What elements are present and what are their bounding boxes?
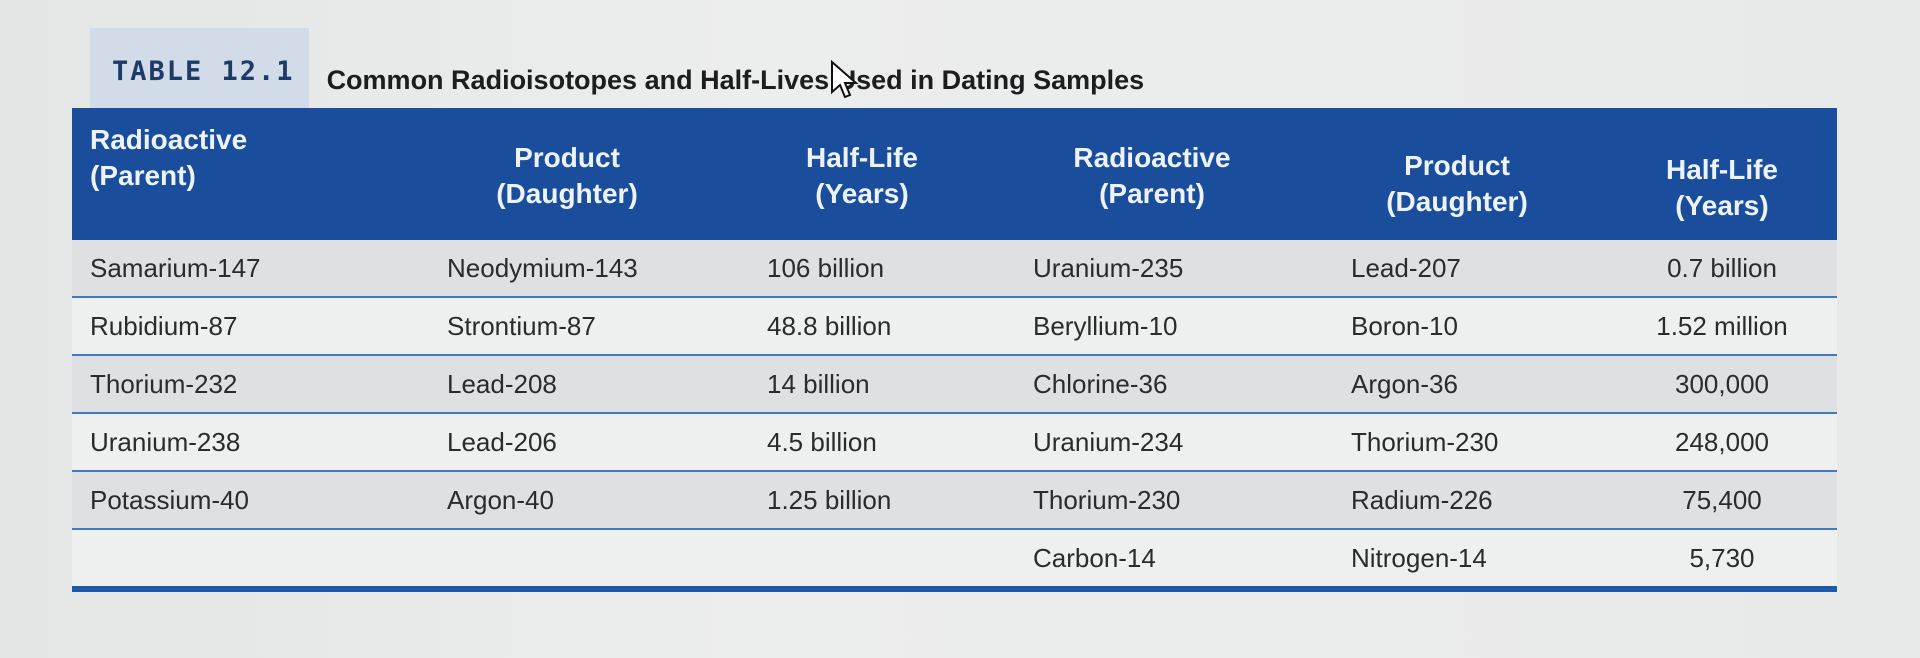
header-line: Half-Life	[1666, 154, 1778, 185]
cell-parent: Samarium-147	[72, 240, 407, 298]
cell-daughter: Nitrogen-14	[1307, 529, 1607, 592]
table-row: Thorium-232 Lead-208 14 billion Chlorine…	[72, 355, 1837, 414]
table-row: Samarium-147 Neodymium-143 106 billion U…	[72, 240, 1837, 298]
cell-daughter: Boron-10	[1307, 297, 1607, 356]
cell-parent	[72, 529, 407, 592]
header-parent-1: Radioactive (Parent)	[72, 108, 407, 240]
cell-parent: Uranium-234	[997, 413, 1307, 472]
cell-half-life: 248,000	[1607, 413, 1837, 472]
cell-daughter: Radium-226	[1307, 471, 1607, 530]
cell-parent: Uranium-235	[997, 240, 1307, 298]
cell-parent: Carbon-14	[997, 529, 1307, 592]
cell-half-life: 4.5 billion	[727, 413, 997, 472]
cell-parent: Thorium-230	[997, 471, 1307, 530]
mouse-pointer-icon	[831, 60, 859, 99]
cell-daughter: Thorium-230	[1307, 413, 1607, 472]
header-half-life-1: Half-Life (Years)	[727, 108, 997, 240]
cell-parent: Potassium-40	[72, 471, 407, 530]
cell-parent: Thorium-232	[72, 355, 407, 414]
header-line: (Parent)	[90, 160, 196, 191]
cell-half-life: 300,000	[1607, 355, 1837, 414]
header-line: (Parent)	[1099, 178, 1205, 209]
cell-half-life: 5,730	[1607, 529, 1837, 592]
header-half-life-2: Half-Life (Years)	[1607, 108, 1837, 240]
header-line: Radioactive	[90, 124, 248, 155]
header-line: (Daughter)	[1386, 186, 1528, 217]
table-row: Potassium-40 Argon-40 1.25 billion Thori…	[72, 471, 1837, 530]
header-line: (Daughter)	[496, 178, 638, 209]
table-caption: TABLE 12.1 Common Radioisotopes and Half…	[90, 28, 1144, 108]
header-line: Product	[514, 142, 620, 173]
cell-parent: Uranium-238	[72, 413, 407, 472]
table-row: Uranium-238 Lead-206 4.5 billion Uranium…	[72, 413, 1837, 472]
header-line: (Years)	[1675, 190, 1769, 221]
cell-daughter: Lead-206	[407, 413, 727, 472]
cell-daughter	[407, 529, 727, 592]
header-line: Radioactive	[1073, 142, 1231, 173]
table-title: Common Radioisotopes and Half-Lives Used…	[326, 65, 1145, 95]
cell-half-life: 106 billion	[727, 240, 997, 298]
header-daughter-1: Product (Daughter)	[407, 108, 727, 240]
cell-daughter: Lead-207	[1307, 240, 1607, 298]
cell-half-life: 14 billion	[727, 355, 997, 414]
header-parent-2: Radioactive (Parent)	[997, 108, 1307, 240]
cell-daughter: Argon-36	[1307, 355, 1607, 414]
cell-half-life: 0.7 billion	[1607, 240, 1837, 298]
cell-parent: Chlorine-36	[997, 355, 1307, 414]
radioisotope-table: Radioactive (Parent) Product (Daughter) …	[72, 108, 1837, 592]
cell-half-life	[727, 529, 997, 592]
table-row: Carbon-14 Nitrogen-14 5,730	[72, 529, 1837, 592]
table-row: Rubidium-87 Strontium-87 48.8 billion Be…	[72, 297, 1837, 356]
cell-parent: Beryllium-10	[997, 297, 1307, 356]
cell-daughter: Lead-208	[407, 355, 727, 414]
header-daughter-2: Product (Daughter)	[1307, 108, 1607, 240]
cell-half-life: 1.25 billion	[727, 471, 997, 530]
header-line: (Years)	[815, 178, 909, 209]
table-header-row: Radioactive (Parent) Product (Daughter) …	[72, 108, 1837, 240]
cell-daughter: Neodymium-143	[407, 240, 727, 298]
cell-half-life: 48.8 billion	[727, 297, 997, 356]
header-line: Half-Life	[806, 142, 918, 173]
cell-parent: Rubidium-87	[72, 297, 407, 356]
cell-daughter: Strontium-87	[407, 297, 727, 356]
cell-half-life: 75,400	[1607, 471, 1837, 530]
header-line: Product	[1404, 150, 1510, 181]
table-number-label: TABLE 12.1	[90, 28, 309, 108]
cell-daughter: Argon-40	[407, 471, 727, 530]
cell-half-life: 1.52 million	[1607, 297, 1837, 356]
